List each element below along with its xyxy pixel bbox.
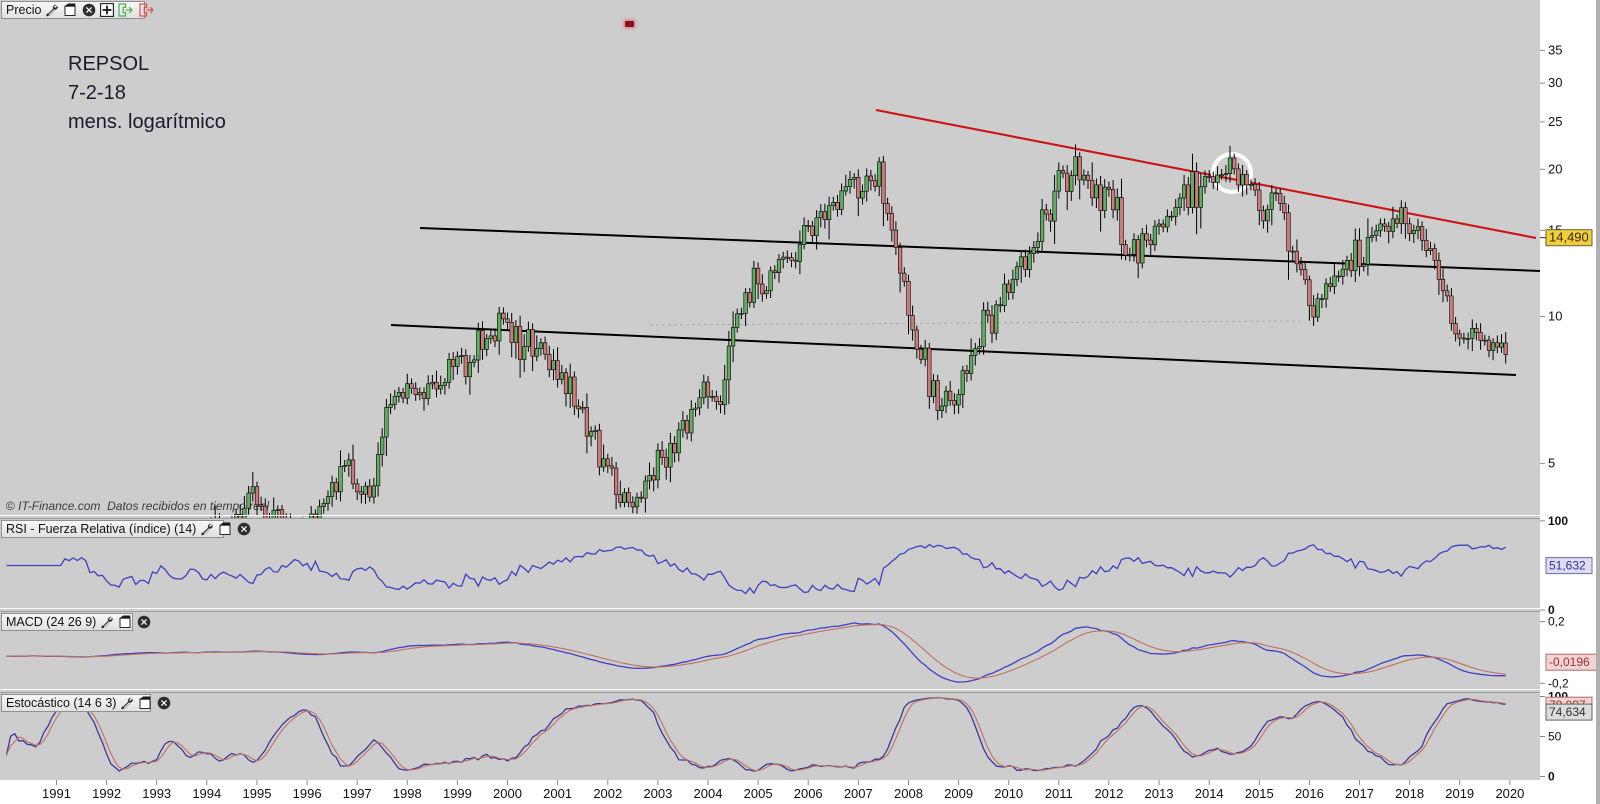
svg-text:2009: 2009: [944, 786, 973, 801]
svg-text:1991: 1991: [42, 786, 71, 801]
svg-text:2015: 2015: [1245, 786, 1274, 801]
svg-text:1999: 1999: [443, 786, 472, 801]
svg-text:2006: 2006: [794, 786, 823, 801]
svg-text:2007: 2007: [844, 786, 873, 801]
svg-text:2018: 2018: [1395, 786, 1424, 801]
svg-text:2001: 2001: [543, 786, 572, 801]
svg-text:5: 5: [1548, 456, 1555, 471]
svg-text:2010: 2010: [994, 786, 1023, 801]
svg-text:30: 30: [1548, 75, 1562, 90]
svg-text:-0,0196: -0,0196: [1549, 655, 1590, 669]
svg-text:51,632: 51,632: [1549, 559, 1586, 573]
svg-text:0,2: 0,2: [1548, 615, 1565, 629]
svg-text:1996: 1996: [293, 786, 322, 801]
svg-text:2014: 2014: [1195, 786, 1224, 801]
svg-text:2016: 2016: [1295, 786, 1324, 801]
svg-text:2017: 2017: [1345, 786, 1374, 801]
svg-text:50: 50: [1548, 730, 1562, 744]
svg-text:2000: 2000: [493, 786, 522, 801]
svg-text:-0,2: -0,2: [1548, 676, 1569, 690]
svg-text:20: 20: [1548, 161, 1562, 176]
svg-text:10: 10: [1548, 308, 1562, 323]
svg-text:100: 100: [1548, 514, 1568, 528]
svg-text:25: 25: [1548, 114, 1562, 129]
svg-text:2005: 2005: [744, 786, 773, 801]
svg-text:2008: 2008: [894, 786, 923, 801]
svg-text:1997: 1997: [343, 786, 372, 801]
svg-text:2019: 2019: [1445, 786, 1474, 801]
svg-text:14,490: 14,490: [1549, 230, 1589, 245]
svg-text:2002: 2002: [593, 786, 622, 801]
svg-text:2011: 2011: [1045, 786, 1073, 801]
svg-text:35: 35: [1548, 42, 1562, 57]
svg-text:2003: 2003: [643, 786, 672, 801]
svg-text:2004: 2004: [694, 786, 723, 801]
svg-text:1992: 1992: [92, 786, 121, 801]
svg-text:1998: 1998: [393, 786, 422, 801]
svg-text:2013: 2013: [1145, 786, 1174, 801]
svg-text:2020: 2020: [1495, 786, 1524, 801]
svg-text:1995: 1995: [243, 786, 272, 801]
svg-text:1994: 1994: [192, 786, 221, 801]
svg-text:1993: 1993: [142, 786, 171, 801]
svg-text:74,634: 74,634: [1549, 705, 1586, 719]
svg-text:2012: 2012: [1094, 786, 1123, 801]
svg-text:0: 0: [1548, 770, 1555, 784]
